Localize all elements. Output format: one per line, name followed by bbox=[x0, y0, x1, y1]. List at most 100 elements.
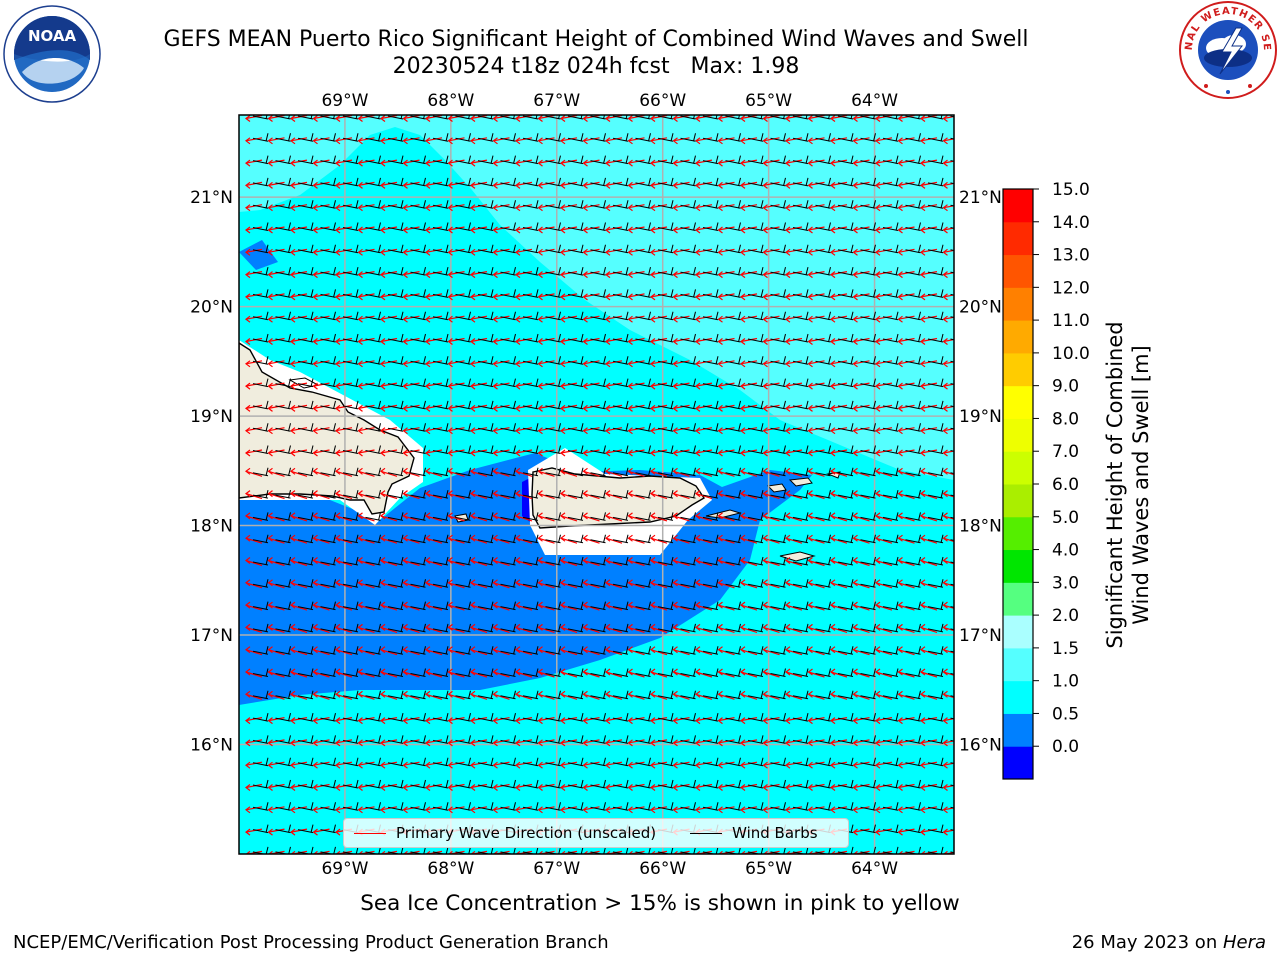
wave-arrow bbox=[335, 717, 353, 725]
wind-barb bbox=[455, 423, 471, 432]
wave-arrow bbox=[740, 761, 758, 769]
wind-barb bbox=[927, 512, 944, 521]
wave-arrow bbox=[762, 601, 780, 611]
wave-arrow bbox=[245, 315, 263, 323]
wave-arrow bbox=[605, 467, 623, 477]
wave-arrow bbox=[695, 137, 713, 145]
wave-arrow bbox=[897, 739, 915, 747]
wind-barb bbox=[432, 356, 449, 365]
wave-arrow bbox=[897, 293, 915, 301]
map-area bbox=[239, 115, 954, 854]
wind-barb bbox=[477, 133, 494, 142]
latitude-label: 21°N bbox=[959, 188, 1002, 208]
wind-barb bbox=[410, 489, 426, 499]
wave-arrow bbox=[335, 601, 353, 611]
wind-barb bbox=[320, 155, 336, 165]
wind-barb bbox=[702, 356, 719, 365]
wave-arrow bbox=[672, 271, 690, 279]
wave-arrow bbox=[852, 248, 870, 256]
wave-arrow bbox=[672, 783, 690, 791]
wave-arrow bbox=[807, 248, 825, 256]
wave-arrow bbox=[335, 449, 353, 457]
wind-barb bbox=[545, 356, 561, 365]
wave-arrow bbox=[740, 226, 758, 234]
wave-arrow bbox=[312, 137, 330, 145]
wave-arrow bbox=[627, 248, 645, 256]
wave-arrow bbox=[942, 181, 954, 189]
wave-arrow bbox=[830, 467, 848, 477]
wave-arrow bbox=[897, 315, 915, 323]
wave-arrow bbox=[785, 360, 803, 368]
wind-barb bbox=[905, 333, 921, 343]
wind-barb bbox=[680, 311, 696, 321]
wind-barb bbox=[365, 802, 381, 811]
wind-barb bbox=[860, 646, 876, 655]
wave-arrow bbox=[875, 601, 893, 611]
wave-arrow bbox=[357, 534, 375, 544]
wind-barb bbox=[635, 512, 651, 521]
wave-arrow bbox=[425, 271, 443, 279]
wind-barb bbox=[590, 244, 606, 254]
wave-arrow bbox=[717, 739, 735, 747]
wind-barb bbox=[500, 512, 516, 521]
wind-barb bbox=[500, 244, 516, 254]
wave-arrow bbox=[312, 293, 330, 301]
wave-arrow bbox=[740, 623, 758, 633]
wave-arrow bbox=[560, 226, 578, 234]
wave-arrow bbox=[897, 159, 915, 167]
wind-barb bbox=[545, 623, 561, 633]
wind-barb bbox=[770, 333, 786, 343]
wave-arrow bbox=[312, 467, 330, 477]
wind-barb bbox=[635, 289, 651, 298]
wave-arrow bbox=[447, 783, 465, 791]
wave-arrow bbox=[807, 293, 825, 301]
wave-arrow bbox=[582, 467, 600, 477]
wave-arrow bbox=[897, 404, 915, 412]
wind-barb bbox=[905, 177, 921, 187]
wind-barb bbox=[770, 222, 786, 231]
wave-arrow bbox=[357, 739, 375, 747]
wind-barb bbox=[815, 311, 831, 321]
latitude-label: 19°N bbox=[190, 407, 233, 427]
wave-arrow bbox=[875, 739, 893, 747]
wind-barb bbox=[590, 489, 606, 499]
wind-barb bbox=[905, 400, 921, 410]
wind-barb bbox=[747, 200, 764, 209]
wind-barb bbox=[837, 579, 854, 588]
longitude-label: 64°W bbox=[851, 859, 898, 879]
wind-barb bbox=[950, 338, 954, 341]
wind-barb bbox=[500, 333, 516, 343]
wave-arrow bbox=[470, 668, 488, 678]
wave-arrow bbox=[695, 293, 713, 301]
colorbar-tick-label: 12.0 bbox=[1052, 278, 1090, 298]
wave-arrow bbox=[672, 337, 690, 345]
wave-arrow bbox=[717, 404, 735, 412]
wind-barb bbox=[590, 445, 606, 454]
wave-arrow bbox=[717, 226, 735, 234]
wind-barb bbox=[567, 690, 584, 700]
wave-arrow bbox=[942, 449, 954, 457]
wave-arrow bbox=[717, 717, 735, 725]
wave-arrow bbox=[740, 690, 758, 700]
wave-arrow bbox=[762, 337, 780, 345]
wave-arrow bbox=[920, 248, 938, 256]
legend-wind-barbs-label: Wind Barbs bbox=[732, 824, 818, 842]
wave-arrow bbox=[470, 315, 488, 323]
wave-arrow bbox=[335, 337, 353, 345]
wind-barb bbox=[612, 445, 629, 454]
wave-arrow bbox=[582, 579, 600, 589]
wave-arrow bbox=[560, 467, 578, 477]
wave-arrow bbox=[785, 806, 803, 814]
wave-arrow bbox=[830, 115, 848, 122]
wave-arrow bbox=[740, 490, 758, 500]
wind-barb bbox=[477, 115, 494, 120]
wave-arrow bbox=[380, 512, 398, 522]
wave-arrow bbox=[515, 427, 533, 435]
wave-arrow bbox=[582, 226, 600, 234]
wave-arrow bbox=[357, 646, 375, 656]
colorbar-band bbox=[1003, 221, 1033, 256]
wave-arrow bbox=[695, 159, 713, 167]
wind-barb bbox=[410, 623, 426, 633]
wave-arrow bbox=[650, 204, 668, 212]
wave-arrow bbox=[447, 271, 465, 279]
